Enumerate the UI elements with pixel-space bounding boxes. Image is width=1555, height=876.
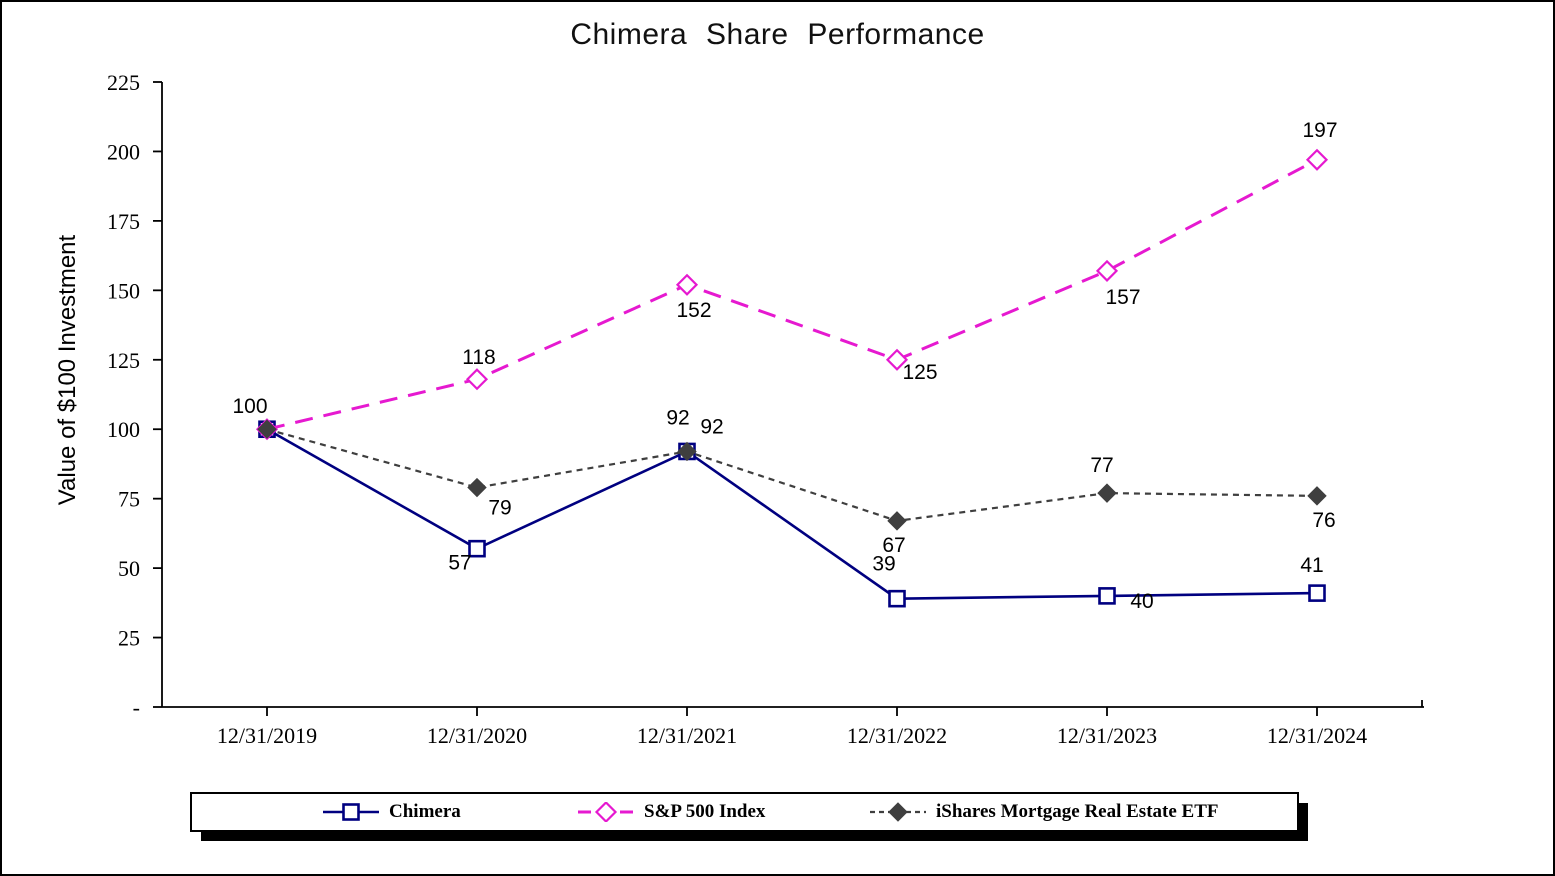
s-p-500-index-marker-1 — [465, 368, 489, 391]
x-tick-label: 12/31/2022 — [847, 723, 947, 748]
y-tick-label: 200 — [107, 139, 140, 164]
y-tick-label: 25 — [118, 626, 140, 651]
s-p-500-index-value-label-3: 125 — [902, 361, 937, 384]
legend-label-chimera: Chimera — [389, 801, 461, 822]
s-p-500-index-value-label-1: 118 — [462, 346, 495, 369]
y-tick-label: - — [133, 695, 140, 720]
s-p-500-index-marker-4 — [1095, 259, 1119, 282]
y-tick-label: 225 — [107, 70, 140, 95]
ishares-mortgage-real-estate-etf-value-label-2: 92 — [700, 415, 723, 438]
legend-marker-ishares-mortgage-real-estate-etf-icon — [888, 802, 908, 822]
x-tick-label: 12/31/2024 — [1267, 723, 1367, 748]
y-tick-label: 75 — [118, 487, 140, 512]
s-p-500-index-marker-5 — [1305, 148, 1329, 171]
legend-sample-ishares-mortgage-real-estate-etf-icon — [870, 802, 926, 822]
series-s-p-500-index: 118 152 125 157 197 — [255, 119, 1338, 441]
legend-item-chimera: Chimera — [322, 794, 461, 830]
ishares-mortgage-real-estate-etf-value-label-3: 67 — [882, 534, 905, 557]
chimera-value-label-1: 57 — [448, 552, 471, 575]
s-p-500-index-marker-3 — [885, 348, 909, 371]
legend: Chimera S&P 500 Index iShares Mortgage Rea… — [190, 792, 1299, 832]
ishares-mortgage-real-estate-etf-marker-4 — [1097, 483, 1117, 503]
legend-item-s-p-500-index: S&P 500 Index — [577, 794, 765, 830]
ishares-mortgage-real-estate-etf-marker-1 — [467, 477, 487, 498]
legend-marker-chimera-icon — [342, 803, 360, 821]
y-tick-label: 50 — [118, 556, 140, 581]
ishares-mortgage-real-estate-etf-value-label-5: 76 — [1312, 509, 1335, 532]
x-tick-label: 12/31/2021 — [637, 723, 737, 748]
s-p-500-index-value-label-5: 197 — [1302, 119, 1337, 142]
chimera-marker-3 — [888, 589, 906, 608]
chimera-value-label-0: 100 — [232, 395, 267, 418]
x-tick-label: 12/31/2023 — [1057, 723, 1157, 748]
ishares-mortgage-real-estate-etf-value-label-4: 77 — [1090, 454, 1113, 477]
s-p-500-index-marker-2 — [675, 273, 699, 296]
s-p-500-index-line — [266, 158, 1318, 431]
chimera-line — [266, 428, 1318, 600]
ishares-mortgage-real-estate-etf-marker-5 — [1307, 486, 1327, 506]
series-ishares-mortgage-real-estate-etf: 79 92 67 77 76 — [257, 415, 1336, 557]
chimera-marker-5 — [1308, 584, 1326, 602]
x-tick-label: 12/31/2019 — [217, 723, 317, 748]
y-tick-label: 100 — [107, 417, 140, 442]
legend-sample-s-p-500-index-icon — [578, 802, 634, 822]
chimera-value-label-3: 39 — [872, 553, 895, 576]
x-tick-label: 12/31/2020 — [427, 723, 527, 748]
chimera-value-label-5: 41 — [1300, 554, 1323, 577]
s-p-500-index-value-label-4: 157 — [1105, 286, 1140, 309]
y-tick-label: 125 — [107, 348, 140, 373]
chimera-marker-4 — [1098, 587, 1116, 605]
ishares-mortgage-real-estate-etf-marker-0 — [257, 419, 277, 439]
legend-marker-s-p-500-index-icon — [594, 802, 618, 822]
chimera-value-label-2: 92 — [666, 406, 689, 429]
s-p-500-index-value-label-2: 152 — [676, 299, 711, 322]
chart-title: Chimera Share Performance — [570, 18, 985, 51]
chimera-value-label-4: 40 — [1130, 590, 1153, 613]
legend-label-ishares-mortgage-real-estate-etf: iShares Mortgage Real Estate ETF — [936, 801, 1219, 822]
legend-label-s-p-500-index: S&P 500 Index — [644, 801, 766, 822]
ishares-mortgage-real-estate-etf-marker-2 — [677, 441, 697, 462]
chimera-marker-1 — [468, 539, 486, 558]
y-tick-label: 175 — [107, 209, 140, 234]
legend-sample-chimera-icon — [323, 803, 379, 821]
ishares-mortgage-real-estate-etf-value-label-1: 79 — [488, 497, 511, 520]
series-chimera: 100 57 92 39 40 41 — [232, 395, 1326, 613]
ishares-mortgage-real-estate-etf-line — [266, 428, 1318, 523]
ishares-mortgage-real-estate-etf-marker-3 — [887, 511, 907, 531]
legend-item-ishares-mortgage-real-estate-etf: iShares Mortgage Real Estate ETF — [869, 794, 1219, 830]
y-tick-label: 150 — [107, 278, 140, 303]
